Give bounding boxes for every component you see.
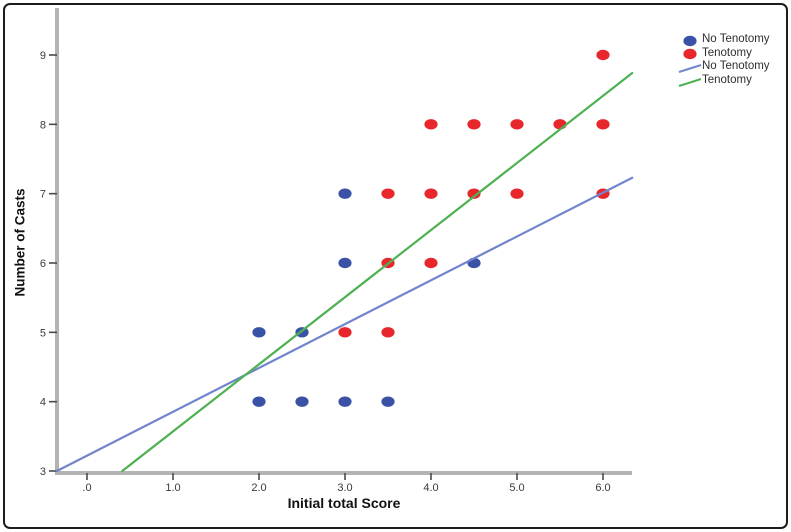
scatter-point-tenotomy xyxy=(424,257,438,269)
scatter-point-no-tenotomy xyxy=(252,327,266,338)
legend-item: No Tenotomy xyxy=(676,33,788,47)
legend-item: No Tenotomy xyxy=(676,60,788,74)
legend: No Tenotomy Tenotomy No Tenotomy Tenotomy xyxy=(676,33,788,87)
scatter-point-tenotomy xyxy=(596,119,610,130)
x-tick-label: 2.0 xyxy=(251,482,266,494)
x-tick-label: 5.0 xyxy=(509,482,524,494)
scatter-point-tenotomy xyxy=(553,119,567,130)
x-tick-label: 3.0 xyxy=(337,482,352,494)
legend-item: Tenotomy xyxy=(676,74,788,88)
x-tick-label: .0 xyxy=(82,482,91,494)
x-axis-title: Initial total Score xyxy=(194,495,494,511)
x-tick-label: 1.0 xyxy=(165,482,180,494)
x-tick-label: 4.0 xyxy=(423,482,438,494)
fit-line-tenotomy xyxy=(121,71,634,473)
scatter-point-tenotomy xyxy=(338,327,352,338)
legend-line-marker-icon xyxy=(676,61,702,73)
scatter-point-tenotomy xyxy=(467,119,481,130)
y-tick-label: 6 xyxy=(40,258,46,270)
scatter-point-no-tenotomy xyxy=(295,327,309,338)
scatter-point-no-tenotomy xyxy=(252,396,266,407)
x-tick-label: 6.0 xyxy=(595,482,610,494)
y-tick-label: 8 xyxy=(40,119,46,131)
scatter-point-tenotomy xyxy=(596,49,610,61)
scatter-point-no-tenotomy xyxy=(338,396,352,407)
legend-line-marker-icon xyxy=(676,75,702,87)
figure-border xyxy=(3,3,788,529)
legend-item-label: Tenotomy xyxy=(702,46,752,59)
legend-dot-marker-icon xyxy=(676,47,702,60)
fit-line-no-tenotomy xyxy=(55,176,634,473)
legend-item-label: Tenotomy xyxy=(702,74,752,87)
legend-dot-marker-icon xyxy=(676,34,702,46)
scatter-point-no-tenotomy xyxy=(381,396,395,407)
y-axis-title-text: Number of Casts xyxy=(12,188,28,297)
scatter-point-no-tenotomy xyxy=(295,396,309,407)
y-tick-label: 4 xyxy=(40,397,46,409)
x-axis-title-text: Initial total Score xyxy=(287,495,401,511)
scatter-point-tenotomy xyxy=(381,327,395,338)
y-tick-label: 3 xyxy=(40,466,46,478)
legend-item: Tenotomy xyxy=(676,47,788,61)
legend-item-label: No Tenotomy xyxy=(702,60,770,73)
scatter-point-tenotomy xyxy=(424,188,438,199)
y-tick-label: 5 xyxy=(40,327,46,339)
scatter-point-tenotomy xyxy=(381,188,395,199)
legend-item-label: No Tenotomy xyxy=(702,33,770,46)
y-tick-label: 9 xyxy=(40,50,46,62)
scatter-point-no-tenotomy xyxy=(338,257,352,269)
scatter-point-tenotomy xyxy=(510,188,524,199)
scatter-point-no-tenotomy xyxy=(338,188,352,199)
y-axis-title: Number of Casts xyxy=(13,188,28,296)
y-tick-label: 7 xyxy=(40,189,46,201)
scatter-point-tenotomy xyxy=(424,119,438,130)
scatter-point-tenotomy xyxy=(510,119,524,130)
scatter-point-tenotomy xyxy=(467,188,481,199)
